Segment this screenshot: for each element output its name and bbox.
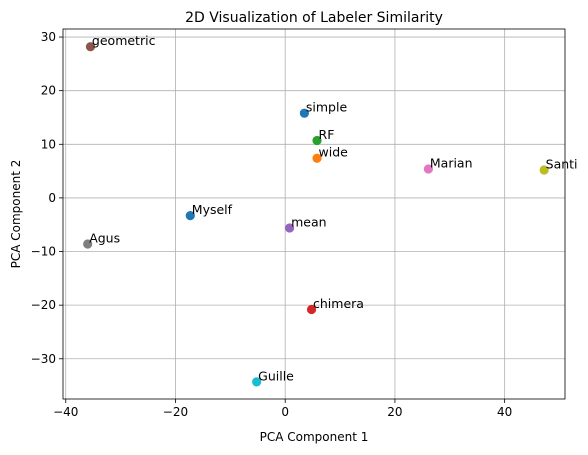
point-label: Santi	[546, 157, 578, 172]
point-label: chimera	[313, 296, 364, 311]
point-label: Marian	[430, 155, 473, 170]
y-tick-label: −30	[31, 352, 56, 366]
point-label: Agus	[89, 231, 120, 246]
point-label: Guille	[258, 368, 294, 383]
x-tick-label: −20	[163, 405, 188, 419]
axis-ticks: −40 −20 0 20 40 −30 −20 −10 0 10 20 30	[31, 30, 513, 419]
x-tick-label: 20	[387, 405, 402, 419]
point-label: simple	[306, 100, 348, 115]
chart-title: 2D Visualization of Labeler Similarity	[185, 10, 443, 26]
y-tick-label: −20	[31, 298, 56, 312]
point-label: wide	[319, 145, 349, 160]
y-tick-label: 10	[41, 137, 56, 151]
x-tick-label: −40	[53, 405, 78, 419]
x-tick-label: 40	[497, 405, 512, 419]
point-label: RF	[319, 127, 335, 142]
y-axis-label: PCA Component 2	[9, 160, 23, 269]
point-label: Myself	[192, 202, 233, 217]
y-tick-label: 20	[41, 84, 56, 98]
point-label: geometric	[92, 33, 156, 48]
x-tick-label: 0	[281, 405, 289, 419]
y-tick-label: −10	[31, 245, 56, 259]
x-axis-label: PCA Component 1	[260, 430, 369, 444]
point-label: mean	[291, 214, 326, 229]
y-tick-label: 0	[48, 191, 56, 205]
y-tick-label: 30	[41, 30, 56, 44]
